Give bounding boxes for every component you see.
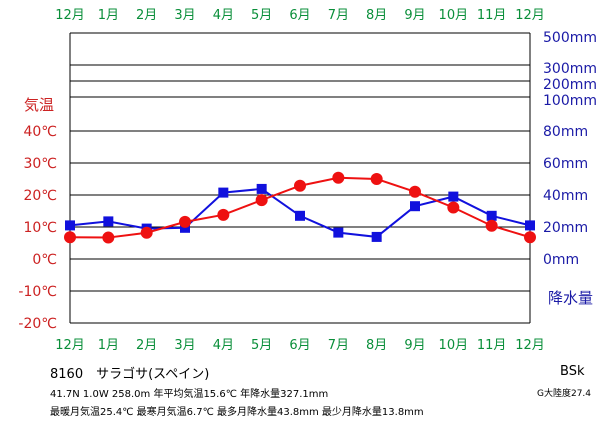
- temperature-tick-label: 30℃: [23, 156, 57, 172]
- precipitation-tick-label: 40mm: [543, 188, 588, 204]
- month-label-top: 4月: [213, 8, 234, 23]
- temperature-tick-label: 40℃: [23, 124, 57, 140]
- month-label-top: 2月: [136, 8, 157, 23]
- temperature-tick-label: -10℃: [18, 284, 57, 300]
- temperature-point: [179, 215, 191, 228]
- precipitation-point: [486, 210, 497, 221]
- month-label-bottom: 3月: [174, 338, 195, 353]
- month-label-bottom: 2月: [136, 338, 157, 353]
- temperature-point: [409, 185, 421, 198]
- precipitation-tick-label: 60mm: [543, 156, 588, 172]
- station-name: 8160 サラゴサ(スペイン): [50, 367, 210, 382]
- temperature-point: [217, 208, 230, 221]
- temperature-tick-label: 20℃: [23, 188, 57, 204]
- month-label-bottom: 12月: [515, 338, 545, 353]
- precipitation-tick-label: 300mm: [543, 61, 597, 77]
- precipitation-tick-label: 100mm: [543, 93, 597, 109]
- month-labels-bottom: 12月 1月 2月 3月 4月 5月 6月 7月 8月 9月 10月 11月 12月: [55, 338, 545, 353]
- month-label-top: 12月: [515, 8, 545, 23]
- temperature-tick-label: 10℃: [23, 220, 57, 236]
- temperature-tick-label: -20℃: [18, 316, 57, 332]
- precipitation-tick-label: 20mm: [543, 220, 588, 236]
- temperature-point: [140, 226, 153, 239]
- precipitation-point: [448, 191, 459, 202]
- month-label-bottom: 8月: [366, 338, 387, 353]
- temperature-point: [485, 219, 498, 232]
- month-label-top: 8月: [366, 8, 387, 23]
- precipitation-tick-label: 80mm: [543, 124, 588, 140]
- precipitation-tick-label: 0mm: [543, 252, 579, 268]
- month-label-top: 1月: [98, 8, 119, 23]
- month-label-bottom: 9月: [404, 338, 425, 353]
- precipitation-tick-label: 500mm: [543, 30, 597, 46]
- temperature-point: [255, 194, 268, 207]
- month-label-bottom: 4月: [213, 338, 234, 353]
- temperature-point: [524, 231, 536, 244]
- temperature-axis-ticks: 40℃ 30℃ 20℃ 10℃ 0℃ -10℃ -20℃: [18, 124, 57, 332]
- temperature-series: [64, 171, 536, 244]
- month-label-top: 9月: [404, 8, 425, 23]
- month-label-top: 3月: [174, 8, 195, 23]
- precipitation-point: [371, 231, 382, 242]
- temperature-point: [294, 179, 306, 192]
- month-label-bottom: 1月: [98, 338, 119, 353]
- temperature-point: [332, 171, 345, 184]
- temperature-axis-title: 気温: [24, 96, 54, 114]
- precipitation-point: [295, 210, 305, 221]
- month-labels-top: 12月 1月 2月 3月 4月 5月 6月 7月 8月 9月 10月 11月 12月: [55, 8, 545, 23]
- month-label-top: 12月: [55, 8, 85, 23]
- continentality-index: G大陸度27.4: [537, 389, 592, 399]
- temperature-point: [64, 231, 76, 244]
- month-label-bottom: 12月: [55, 338, 85, 353]
- temperature-point: [447, 201, 460, 214]
- temperature-tick-label: 0℃: [32, 252, 57, 268]
- precipitation-point: [410, 201, 420, 212]
- chart-grid: [69, 32, 531, 324]
- month-label-bottom: 11月: [477, 338, 507, 353]
- precipitation-point: [103, 216, 114, 227]
- month-label-top: 5月: [251, 8, 272, 23]
- month-label-top: 7月: [328, 8, 349, 23]
- precipitation-axis-title: 降水量: [548, 289, 593, 307]
- month-label-bottom: 10月: [439, 338, 469, 353]
- month-label-bottom: 5月: [251, 338, 272, 353]
- precipitation-point: [333, 227, 344, 238]
- precipitation-point: [256, 183, 267, 194]
- month-label-top: 6月: [289, 8, 310, 23]
- station-stats-line1: 41.7N 1.0W 258.0m 年平均気温15.6℃ 年降水量327.1mm: [50, 389, 329, 400]
- temperature-point: [370, 173, 383, 185]
- temperature-point: [102, 231, 115, 244]
- month-label-top: 10月: [439, 8, 469, 23]
- precipitation-point: [218, 187, 229, 198]
- month-label-bottom: 6月: [289, 338, 310, 353]
- precipitation-point: [525, 220, 535, 231]
- precipitation-tick-label: 200mm: [543, 77, 597, 93]
- station-stats-line2: 最暖月気温25.4℃ 最寒月気温6.7℃ 最多月降水量43.8mm 最少月降水量…: [50, 407, 424, 418]
- precipitation-point: [65, 220, 75, 231]
- koppen-climate-code: BSk: [560, 364, 585, 379]
- month-label-top: 11月: [477, 8, 507, 23]
- month-label-bottom: 7月: [328, 338, 349, 353]
